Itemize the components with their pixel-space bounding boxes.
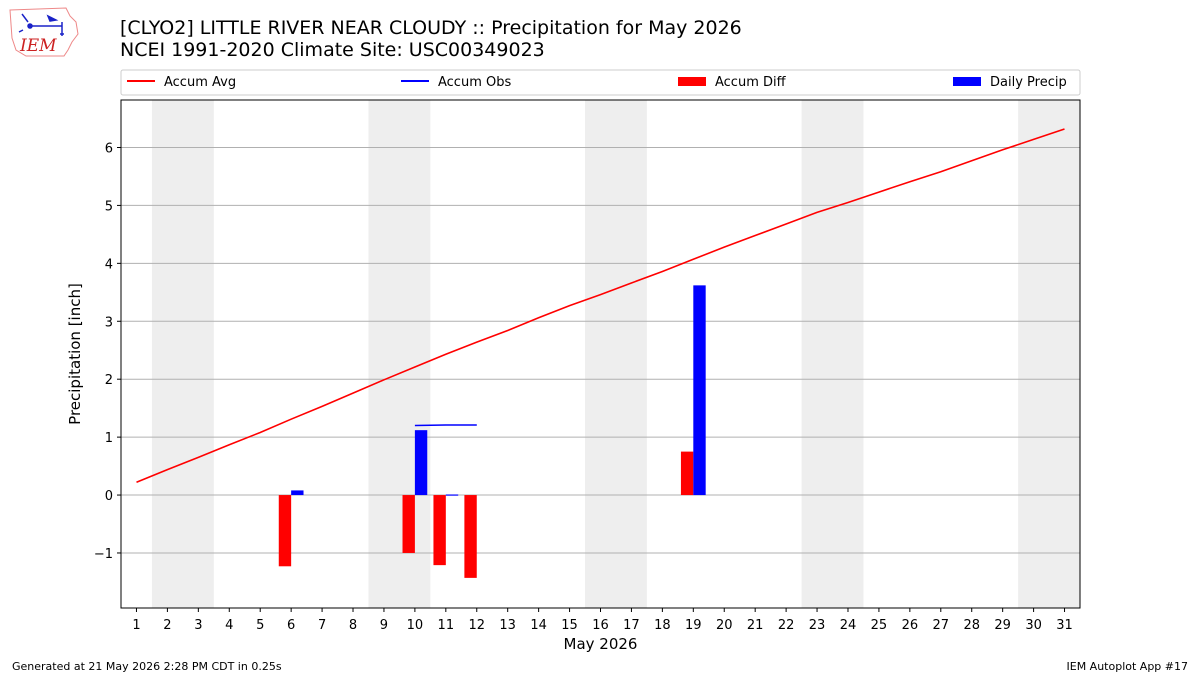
accum-diff-bar (680, 451, 694, 496)
accum-diff-bar (402, 495, 415, 553)
x-tick-label: 17 (623, 618, 640, 633)
y-tick-label: 4 (105, 257, 113, 272)
iem-logo: IEM (6, 4, 82, 60)
legend-swatch-daily-precip (953, 77, 981, 86)
x-tick-label: 13 (499, 618, 516, 633)
y-tick-label: 3 (105, 315, 113, 330)
legend-swatch-accum-diff (678, 77, 706, 86)
weekend-shade (1018, 100, 1080, 608)
legend-box (120, 69, 1081, 96)
app-credit: IEM Autoplot App #17 (1066, 660, 1189, 673)
x-tick-label: 11 (438, 618, 455, 633)
weekend-shade (801, 100, 864, 608)
y-axis-label: Precipitation [inch] (66, 283, 84, 425)
x-tick-label: 4 (225, 618, 233, 633)
x-tick-label: 28 (963, 618, 980, 633)
x-tick-label: 9 (380, 618, 388, 633)
chart-title: [CLYO2] LITTLE RIVER NEAR CLOUDY :: Prec… (120, 17, 742, 39)
x-tick-label: 15 (561, 618, 578, 633)
x-tick-label: 1 (132, 618, 140, 633)
logo-text: IEM (19, 36, 57, 56)
accum-diff-bar (433, 495, 446, 566)
daily-precip-bar (693, 285, 706, 496)
y-tick-label: 5 (105, 199, 113, 214)
y-tick-label: 1 (105, 431, 113, 446)
x-tick-label: 26 (902, 618, 919, 633)
x-tick-label: 3 (194, 618, 202, 633)
legend-label-daily-precip: Daily Precip (990, 75, 1067, 90)
generated-timestamp: Generated at 21 May 2026 2:28 PM CDT in … (12, 660, 282, 673)
accum-avg-line (136, 128, 1065, 484)
legend-label-accum-obs: Accum Obs (438, 75, 511, 90)
x-tick-label: 22 (778, 618, 795, 633)
x-tick-label: 2 (163, 618, 171, 633)
x-tick-label: 23 (809, 618, 826, 633)
accum-diff-bar (464, 495, 477, 578)
y-tick-label: −1 (94, 547, 113, 562)
y-tick-label: 6 (105, 141, 113, 156)
x-tick-label: 20 (716, 618, 733, 633)
accum-diff-bar (278, 495, 292, 567)
x-tick-label: 19 (685, 618, 702, 633)
daily-precip-bar (445, 494, 459, 496)
x-tick-label: 16 (592, 618, 609, 633)
x-tick-label: 24 (840, 618, 857, 633)
legend-label-accum-diff: Accum Diff (715, 75, 787, 90)
x-axis-label: May 2026 (564, 635, 638, 653)
legend-label-accum-avg: Accum Avg (164, 75, 236, 90)
daily-precip-bar (414, 430, 428, 496)
legend: Accum Avg Accum Obs Accum Diff Daily Precip (120, 69, 1081, 96)
x-tick-label: 14 (530, 618, 547, 633)
x-tick-label: 29 (994, 618, 1011, 633)
x-tick-label: 12 (468, 618, 485, 633)
x-tick-label: 5 (256, 618, 264, 633)
x-tick-label: 31 (1056, 618, 1073, 633)
x-tick-label: 6 (287, 618, 295, 633)
x-tick-label: 18 (654, 618, 671, 633)
x-tick-label: 7 (318, 618, 326, 633)
x-tick-label: 10 (407, 618, 424, 633)
weekend-shade (368, 100, 431, 608)
weekend-shade (585, 100, 647, 608)
accum-obs-line (414, 424, 477, 427)
x-tick-label: 27 (933, 618, 950, 633)
x-tick-label: 8 (349, 618, 357, 633)
y-tick-label: 2 (105, 373, 113, 388)
x-tick-label: 21 (747, 618, 764, 633)
chart-subtitle: NCEI 1991-2020 Climate Site: USC00349023 (120, 39, 545, 61)
x-tick-label: 25 (871, 618, 888, 633)
y-tick-label: 0 (105, 489, 113, 504)
weekend-shade (151, 100, 214, 608)
x-tick-label: 30 (1025, 618, 1042, 633)
daily-precip-bar (291, 490, 304, 496)
